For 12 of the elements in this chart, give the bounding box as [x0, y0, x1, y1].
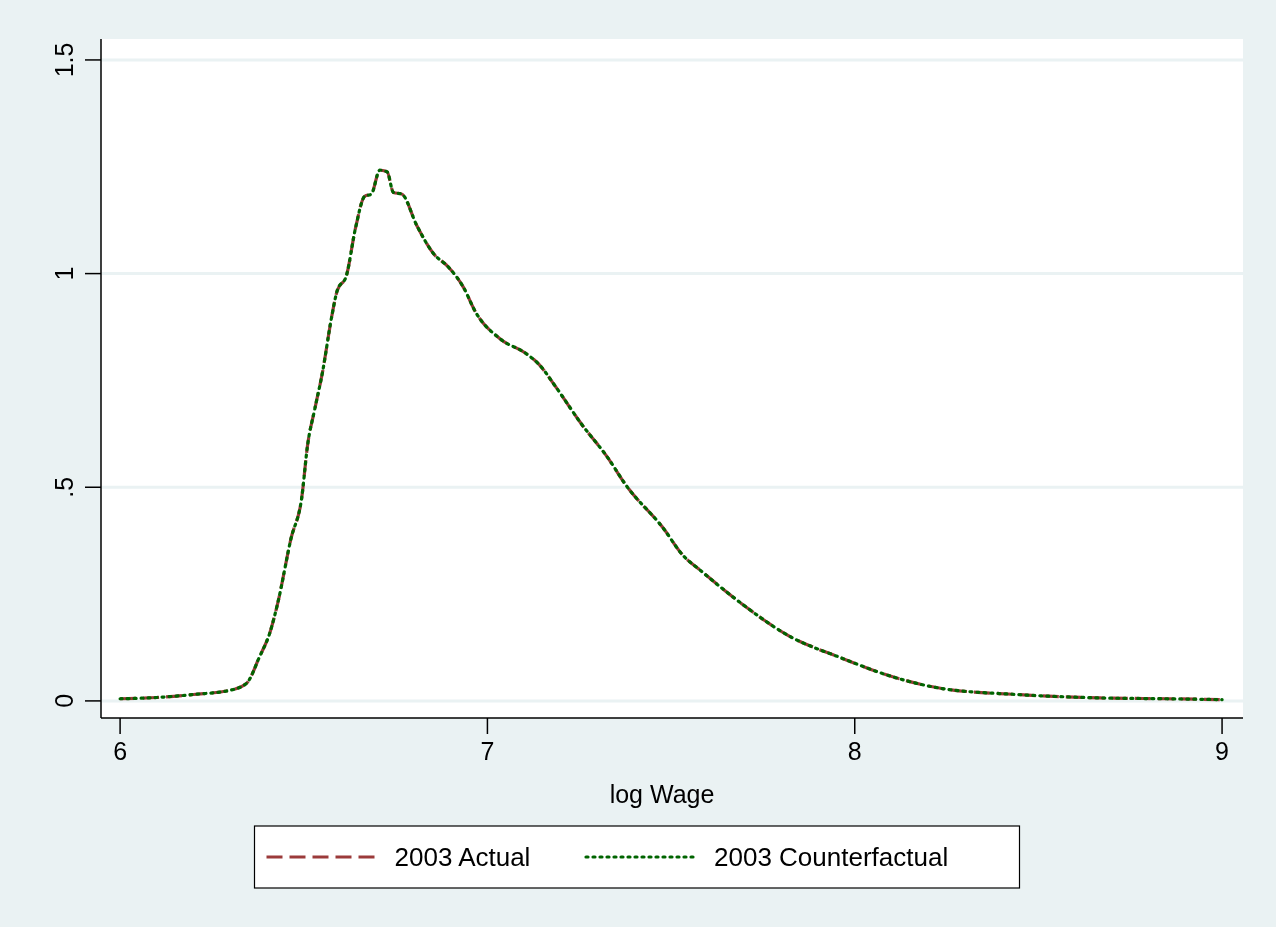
x-tick-label: 7	[480, 737, 495, 765]
x-axis-title: log Wage	[609, 780, 715, 808]
y-tick-label: 1.5	[50, 42, 78, 78]
y-tick-label: 1	[50, 266, 78, 281]
line-series	[118, 168, 1224, 702]
y-tick-label: .5	[50, 476, 78, 498]
legend-label: 2003 Actual	[394, 842, 531, 872]
legend-label: 2003 Counterfactual	[714, 842, 949, 872]
x-tick-label: 9	[1215, 737, 1230, 765]
x-tick-label: 8	[847, 737, 862, 765]
y-tick-label: 0	[50, 693, 78, 708]
x-tick-label: 6	[113, 737, 128, 765]
